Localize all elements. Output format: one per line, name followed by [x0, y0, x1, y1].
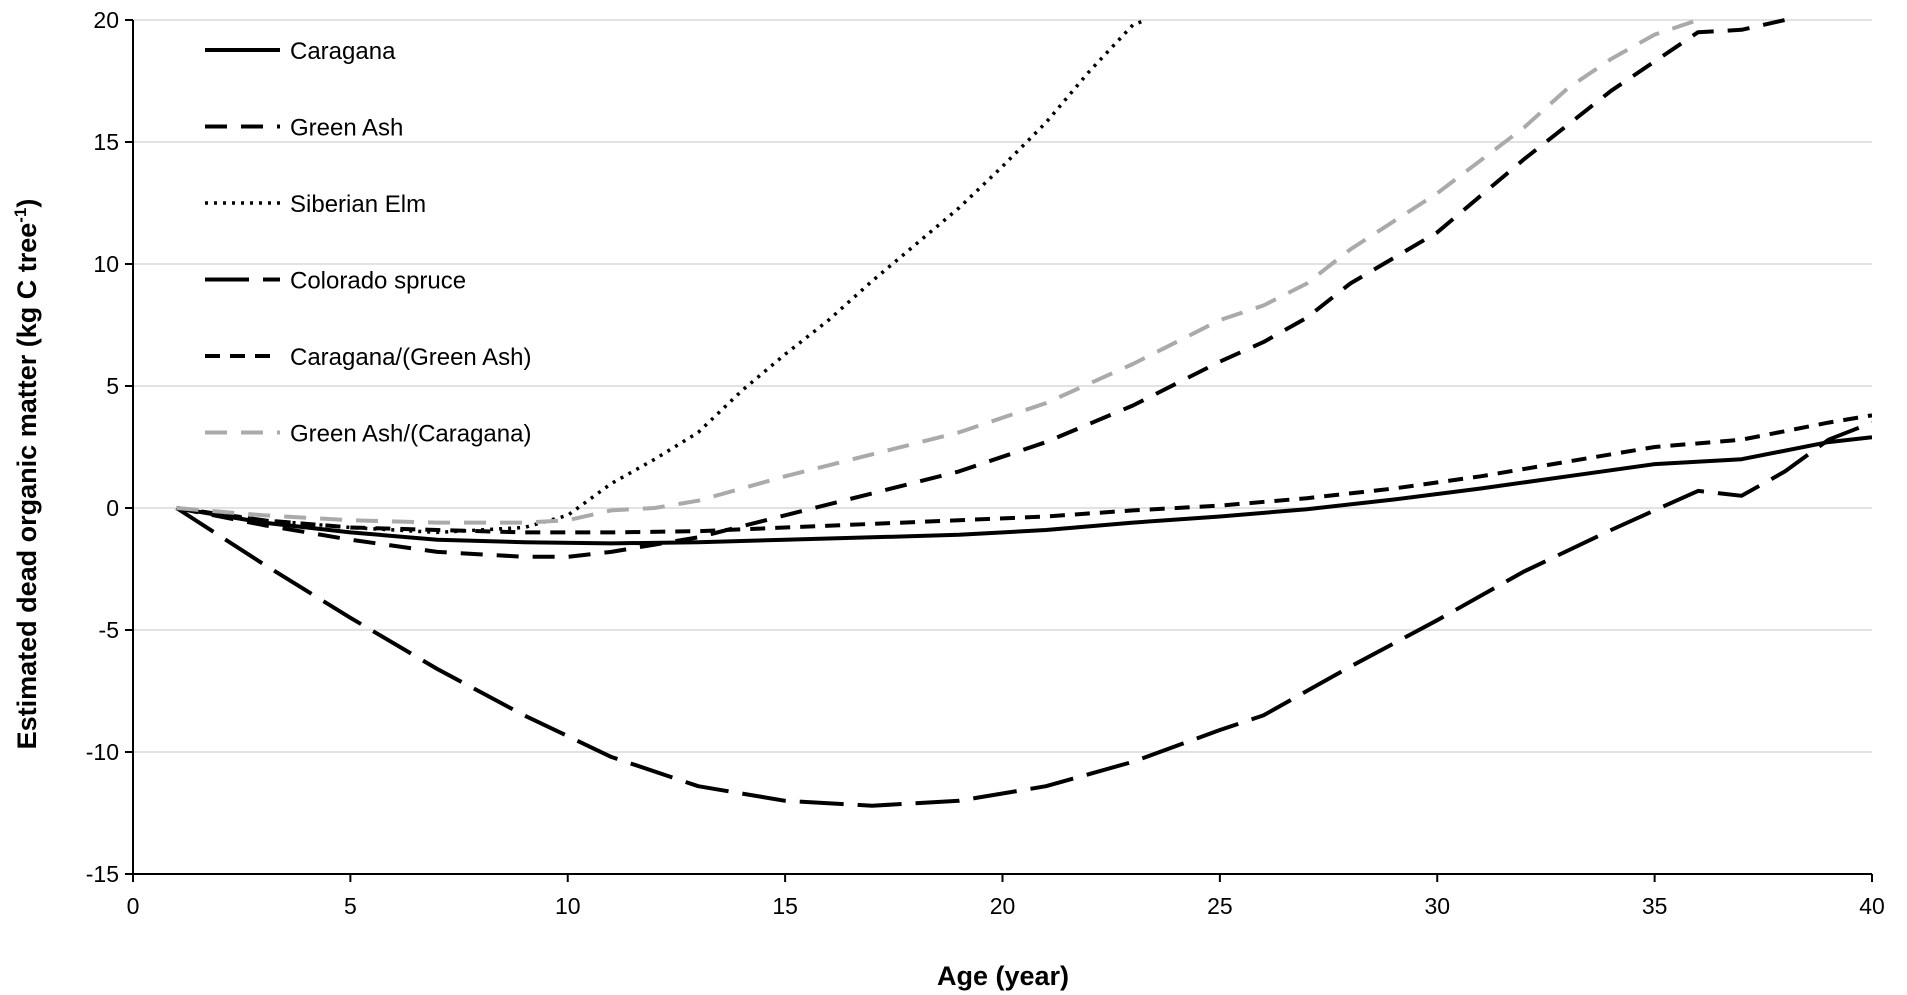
- legend-label-green-ash-caragana: Green Ash/(Caragana): [290, 421, 531, 448]
- series-line-caragana-green-ash: [176, 413, 1872, 535]
- x-tick-label: 30: [1424, 893, 1450, 919]
- axes: [125, 19, 1873, 882]
- x-tick-label: 15: [772, 893, 798, 919]
- grid: [133, 19, 1872, 753]
- y-tick-label: 0: [106, 495, 119, 521]
- x-tick-label: 20: [990, 893, 1016, 919]
- series-line-caragana: [176, 435, 1872, 546]
- tick-labels: -15 -10 -5 0 5 10 15 20 0 5 10 15 20 25 30 35 40: [86, 7, 1885, 919]
- x-tick-label: 0: [127, 893, 140, 919]
- legend-label-caragana-green-ash: Caragana/(Green Ash): [290, 344, 531, 371]
- y-tick-label: -5: [99, 617, 119, 643]
- legend-label-colorado-spruce: Colorado spruce: [290, 268, 466, 295]
- y-tick-label: -10: [86, 739, 119, 765]
- y-tick-label: -15: [86, 861, 119, 887]
- x-tick-label: 5: [344, 893, 357, 919]
- y-tick-label: 10: [93, 251, 119, 277]
- legend-label-siberian-elm: Siberian Elm: [290, 191, 426, 218]
- series-lines: [175, 18, 1872, 808]
- y-axis-title: Estimated dead organic matter (kg C tree…: [11, 199, 42, 750]
- y-axis-title-suffix: ): [12, 199, 42, 208]
- series-line-green-ash-caragana: [176, 18, 1699, 525]
- legend: Caragana Green Ash Siberian Elm Colorado sp…: [205, 38, 531, 448]
- y-tick-label: 20: [93, 7, 119, 33]
- x-tick-label: 25: [1207, 893, 1233, 919]
- x-tick-label: 35: [1642, 893, 1668, 919]
- x-tick-label: 40: [1859, 893, 1885, 919]
- legend-label-green-ash: Green Ash: [290, 115, 403, 142]
- y-tick-label: 15: [93, 129, 119, 155]
- x-axis-title: Age (year): [937, 961, 1069, 991]
- x-tick-label: 10: [555, 893, 581, 919]
- series-line-green-ash: [176, 18, 1786, 559]
- series-line-colorado-spruce: [175, 420, 1872, 808]
- y-axis-title-main: Estimated dead organic matter (kg C tree: [12, 223, 42, 750]
- y-axis-title-sup: -1: [11, 208, 30, 223]
- legend-label-caragana: Caragana: [290, 38, 396, 65]
- y-tick-label: 5: [106, 373, 119, 399]
